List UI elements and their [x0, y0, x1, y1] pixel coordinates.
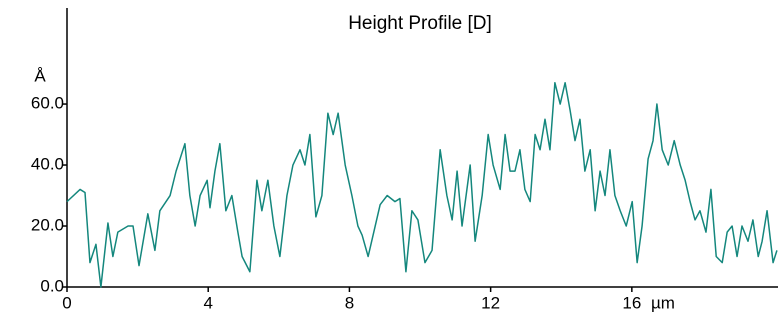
x-tick-label: 12 — [481, 293, 500, 312]
profile-line — [66, 81, 778, 288]
x-tick-label: 16 — [622, 293, 641, 312]
x-tick-label: 8 — [345, 293, 354, 312]
x-tick-label: 0 — [62, 293, 71, 312]
y-tick-label: 0.0 — [40, 276, 64, 295]
chart-title: Height Profile [D] — [348, 13, 492, 34]
y-tick-label: 40.0 — [31, 155, 64, 174]
y-tick-label: 60.0 — [31, 94, 64, 113]
y-axis-unit: Å — [34, 66, 46, 85]
x-axis-unit: µm — [651, 293, 675, 312]
x-tick-label: 4 — [203, 293, 212, 312]
y-tick-label: 20.0 — [31, 216, 64, 235]
